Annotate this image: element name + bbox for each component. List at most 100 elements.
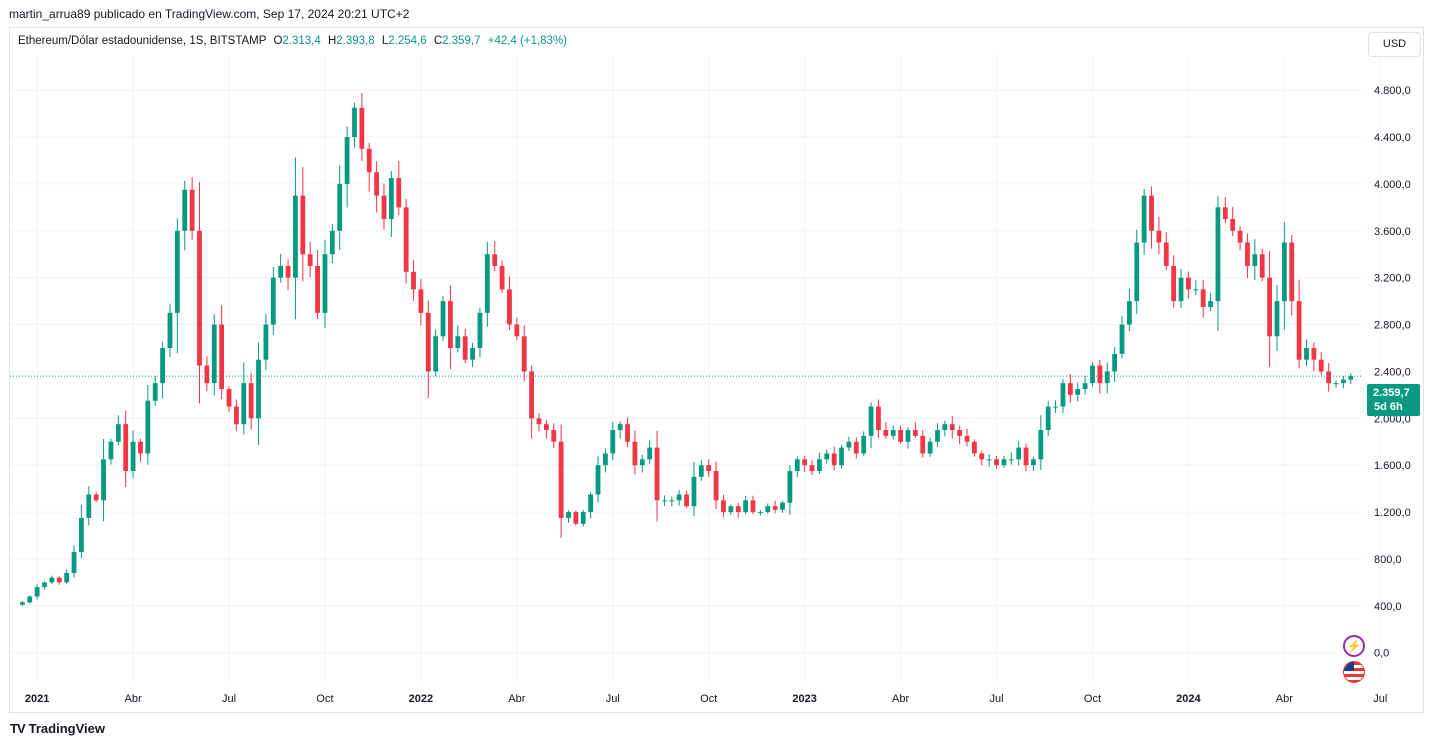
candle-body	[573, 512, 579, 524]
candle-body	[64, 573, 70, 583]
candle-body	[1341, 379, 1346, 384]
candle-body	[93, 494, 99, 501]
x-tick-label: Jul	[222, 693, 236, 705]
candle-body	[876, 406, 881, 431]
candle-body	[263, 324, 269, 360]
x-tick-label: Abr	[1276, 693, 1293, 705]
candle-body	[1134, 242, 1140, 302]
candle-body	[278, 265, 284, 278]
candle-body	[809, 465, 815, 472]
candle-body	[440, 301, 446, 337]
candle-body	[654, 447, 660, 501]
candle-body	[986, 459, 992, 461]
candle-body	[123, 424, 129, 472]
candle-body	[1075, 389, 1081, 395]
candle-body	[691, 476, 697, 507]
us-flag-icon[interactable]	[1343, 661, 1365, 683]
ohlc-legend: Ethereum/Dólar estadounidense, 1S, BITST…	[18, 35, 567, 47]
candle-body	[979, 453, 985, 460]
candle-body	[949, 424, 955, 431]
candle-body	[1031, 459, 1036, 466]
x-tick-label: Jul	[606, 693, 620, 705]
close-value: 2.359,7	[442, 35, 481, 47]
candle-body	[189, 189, 195, 231]
currency-button[interactable]: USD	[1368, 32, 1421, 57]
y-tick-label: 3.600,0	[1374, 226, 1411, 238]
candle-body	[204, 365, 210, 384]
candle-body	[19, 602, 25, 605]
candle-body	[647, 447, 653, 460]
candle-body	[381, 195, 387, 220]
tradingview-brand[interactable]: TV TradingView	[10, 721, 105, 736]
candle-body	[757, 512, 763, 514]
low-value: 2.254,6	[388, 35, 427, 47]
candle-body	[994, 459, 999, 466]
candle-body	[499, 265, 505, 290]
candle-body	[1252, 254, 1258, 266]
close-label: C	[433, 35, 443, 47]
x-tick-label: Oct	[1084, 693, 1101, 705]
candle-body	[1053, 406, 1058, 408]
last-price-value: 2.359,7	[1373, 387, 1410, 399]
candle-body	[492, 254, 498, 266]
candle-body	[780, 502, 785, 510]
candle-body	[71, 551, 77, 574]
candle-body	[226, 389, 232, 407]
candle-body	[234, 406, 239, 425]
candle-body	[750, 500, 756, 513]
candle-body	[514, 324, 520, 337]
candle-body	[329, 230, 335, 255]
candle-body	[1178, 277, 1184, 302]
candle-body	[448, 301, 453, 348]
candle-body	[108, 441, 114, 460]
candle-body	[883, 430, 889, 436]
candle-body	[374, 172, 380, 196]
y-tick-label: 3.200,0	[1374, 273, 1411, 285]
y-tick-label: 2.000,0	[1374, 413, 1411, 425]
candle-body	[211, 324, 217, 384]
candle-body	[1023, 447, 1029, 466]
candle-body	[1311, 347, 1317, 360]
y-tick-label: 4.400,0	[1374, 132, 1411, 144]
candle-body	[433, 336, 439, 372]
candle-body	[160, 347, 165, 384]
candle-body	[1281, 242, 1287, 302]
candle-body	[802, 459, 808, 466]
candle-body	[1008, 459, 1014, 461]
candle-body	[337, 183, 343, 231]
candle-body	[1333, 383, 1339, 385]
candle-body	[293, 195, 298, 278]
x-tick-label: Abr	[508, 693, 525, 705]
candle-body	[27, 596, 33, 603]
candle-body	[248, 383, 254, 419]
candle-body	[868, 406, 874, 436]
publisher-line: martin_arrua89 publicado en TradingView.…	[9, 7, 410, 21]
candle-body	[610, 430, 616, 454]
y-tick-label: 4.000,0	[1374, 179, 1411, 191]
candle-body	[56, 577, 62, 583]
last-price-tag: 2.359,7 5d 6h	[1367, 384, 1420, 416]
candle-body	[344, 137, 350, 184]
candle-body	[551, 430, 557, 442]
y-tick-label: 2.400,0	[1374, 366, 1411, 378]
candle-body	[359, 107, 365, 149]
candle-body	[787, 471, 793, 503]
candle-body	[197, 230, 202, 366]
x-tick-label: 2023	[792, 693, 816, 705]
candle-body	[735, 506, 741, 513]
candle-body	[912, 430, 918, 436]
x-tick-label: Jul	[990, 693, 1004, 705]
candle-body	[964, 435, 970, 442]
y-tick-label: 800,0	[1374, 554, 1402, 566]
candle-body	[669, 500, 675, 502]
lightning-icon[interactable]: ⚡	[1343, 635, 1365, 657]
candle-body	[662, 500, 667, 502]
candle-body	[765, 506, 771, 513]
candle-body	[1348, 376, 1354, 380]
candle-body	[603, 453, 608, 466]
y-tick-label: 1.600,0	[1374, 460, 1411, 472]
candle-body	[507, 289, 512, 325]
brand-name: TradingView	[28, 721, 105, 736]
candle-body	[831, 453, 837, 466]
